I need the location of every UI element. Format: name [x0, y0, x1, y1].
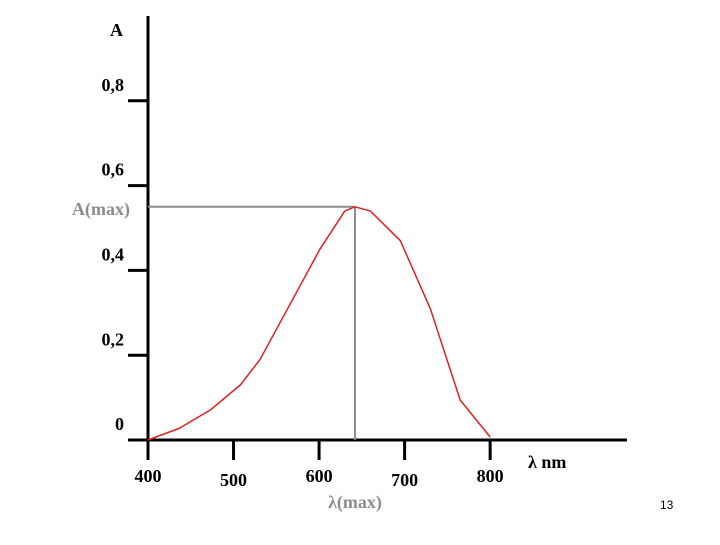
x-axis-label: λ nm: [528, 452, 566, 472]
page-number: 13: [660, 498, 674, 512]
y-tick-label: 0: [115, 414, 124, 434]
y-tick-label: 0,8: [102, 75, 125, 95]
x-tick-label: 600: [306, 466, 333, 486]
x-tick-label: 700: [391, 470, 418, 490]
x-tick-label: 400: [135, 466, 162, 486]
peak-x-label: λ(max): [328, 492, 382, 513]
peak-y-label: A(max): [72, 199, 130, 220]
data-line: [147, 206, 491, 441]
y-tick-label: 0,6: [102, 160, 125, 180]
x-tick-label: 500: [220, 470, 247, 490]
x-tick-label: 800: [477, 466, 504, 486]
y-axis-label: A: [110, 20, 123, 40]
y-tick-label: 0,4: [102, 245, 125, 265]
y-tick-label: 0,2: [102, 329, 125, 349]
